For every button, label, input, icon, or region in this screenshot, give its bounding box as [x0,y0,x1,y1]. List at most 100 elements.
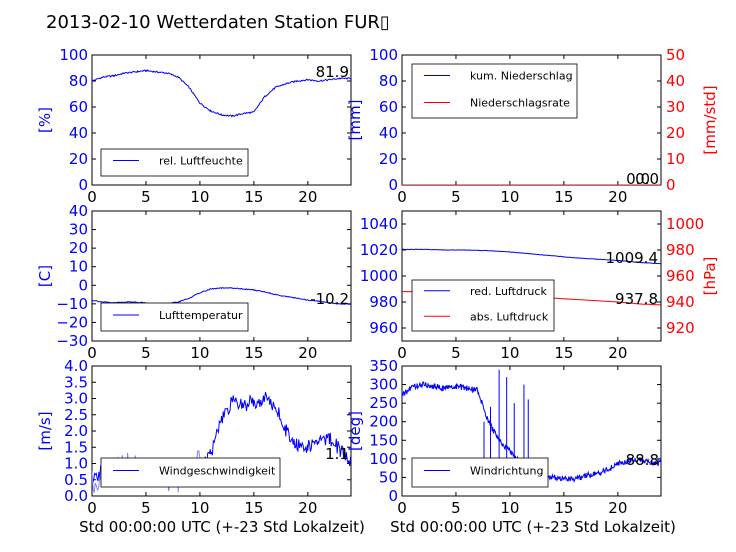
y-tick-label: 1020 [360,241,398,259]
y-axis-label: [%] [36,107,54,133]
x-tick-label: 10 [500,499,519,517]
y-tick-label-right: 40 [666,72,685,90]
x-tick-label: 0 [397,499,407,517]
y-tick-label: −20 [56,313,88,331]
y-tick-label: 3.5 [64,373,88,391]
y-tick-label: 4.0 [64,357,88,375]
legend: red. Luftdruck abs. Luftdruck [411,279,555,332]
x-tick-label: 20 [298,344,317,362]
y-tick-label-right: 10 [666,150,685,168]
legend: kum. Niederschlag Niederschlagsrate [411,63,578,119]
y-tick-label: 2.0 [64,422,88,440]
x-tick-label: 0 [87,188,97,206]
x-tick-label: 0 [87,344,97,362]
legend-label: Windgeschwindigkeit [159,465,276,478]
x-axis-label-left: Std 00:00:00 UTC (+-23 Std Lokalzeit) [79,518,365,536]
x-tick-label: 5 [451,344,461,362]
x-tick-label: 0 [397,344,407,362]
y-tick-label: 200 [369,413,398,431]
x-tick-label: 5 [141,499,151,517]
y-tick-label: 2.5 [64,406,88,424]
legend: rel. Luftfeuchte [100,148,249,177]
y-tick-label: −10 [56,295,88,313]
legend-label: kum. Niederschlag [470,70,573,83]
chart-panel-4: 0 5 10 15 20 960 980 1000 1020 1040 920 940 960 980 10… [360,210,719,362]
y-tick-label: 0 [388,176,398,194]
x-tick-label: 20 [608,188,627,206]
y-axis-label: [mm] [346,100,364,141]
y-tick-label: −30 [56,332,88,350]
legend-box [100,148,249,177]
legend-box [100,302,249,332]
legend-box [411,279,555,332]
y-axis-label: [deg] [346,411,364,451]
y-tick-label-right: 960 [666,267,695,285]
x-tick-label: 5 [451,499,461,517]
x-tick-label: 10 [500,344,519,362]
current-value: 1009.4 [606,249,659,267]
x-tick-label: 10 [500,188,519,206]
y-tick-label-right: 940 [666,293,695,311]
chart-panel-6: 0 5 10 15 20050100150200250300350[deg]Windri… [346,357,662,517]
y-tick-label: 40 [379,124,398,142]
legend-label: rel. Luftfeuchte [159,155,243,168]
y-tick-label-right: 20 [666,124,685,142]
y-tick-label: 50 [379,468,398,486]
x-tick-label: 15 [244,188,263,206]
x-tick-label: 5 [451,188,461,206]
y-tick-label-right: 980 [666,241,695,259]
current-value: 0.0 [635,170,659,188]
y-tick-label: 40 [69,202,88,220]
x-tick-label: 20 [608,344,627,362]
x-tick-label: 20 [298,499,317,517]
legend-label: red. Luftdruck [470,285,547,298]
x-tick-label: 15 [244,499,263,517]
legend-label: abs. Luftdruck [470,310,549,323]
y-axis-label-right: [hPa] [701,257,719,296]
chart-panel-1: 0 5 10 15 20 0 20 40 60 80 100 [%] rel. Luftfeuchte 8… [36,46,352,206]
legend-box [411,457,549,488]
y-tick-label: 350 [369,357,398,375]
y-tick-label: 3.0 [64,390,88,408]
y-axis-label: [m/s] [36,411,54,450]
x-tick-label: 10 [190,499,209,517]
legend: Windgeschwindigkeit [100,457,281,488]
x-tick-label: 0 [87,499,97,517]
y-tick-label: 100 [59,46,88,64]
current-value: 81.9 [316,63,349,81]
y-tick-label: 80 [69,72,88,90]
current-value-right: 0.0 [626,170,650,188]
y-axis-label: [C] [36,265,54,287]
current-value: 1.1 [325,445,349,463]
x-tick-label: 5 [141,344,151,362]
legend-label: Niederschlagsrate [470,97,570,110]
x-tick-label: 15 [554,499,573,517]
legend-box [411,63,578,119]
x-tick-label: 10 [190,344,209,362]
y-tick-label: 980 [369,293,398,311]
y-tick-label: 0.0 [64,487,88,505]
figure-title: 2013-02-10 Wetterdaten Station FUR▯ [46,12,390,33]
y-tick-label: 1.5 [64,438,88,456]
x-tick-label: 5 [141,188,151,206]
y-tick-label: 300 [369,376,398,394]
y-tick-label: 20 [379,150,398,168]
y-tick-label: 0 [388,487,398,505]
y-tick-label: 0 [78,276,88,294]
legend-label: Lufttemperatur [159,309,243,322]
y-tick-label-right: 50 [666,46,685,64]
y-tick-label: 60 [69,98,88,116]
y-tick-label: 960 [369,319,398,337]
current-value: 88.8 [626,451,659,469]
y-tick-label: 100 [369,46,398,64]
y-tick-label: 250 [369,394,398,412]
y-tick-label: 0 [78,176,88,194]
y-tick-label: 20 [69,150,88,168]
legend: Lufttemperatur [100,302,249,332]
y-tick-label-right: 1000 [666,215,704,233]
y-tick-label-right: 0 [666,176,676,194]
y-tick-label: 0.5 [64,471,88,489]
y-tick-label: 100 [369,450,398,468]
y-tick-label: 10 [69,258,88,276]
